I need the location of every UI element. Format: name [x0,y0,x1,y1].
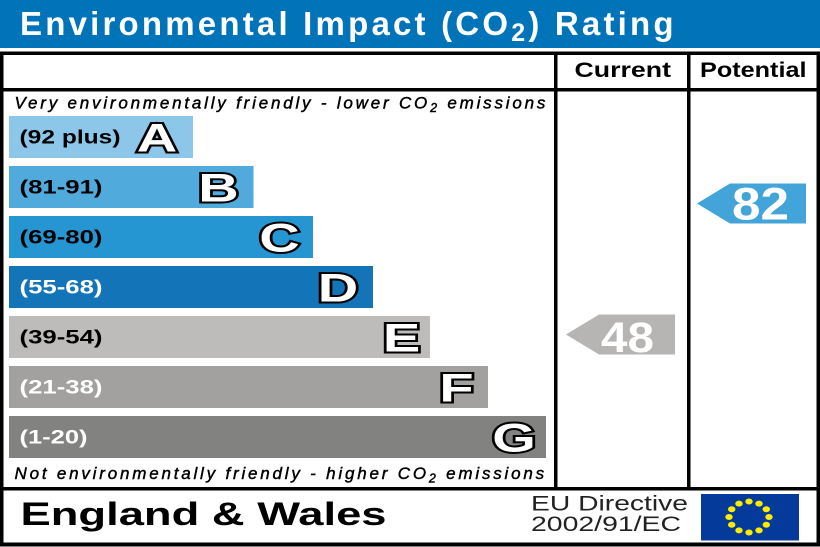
svg-text:(92 plus): (92 plus) [20,127,121,148]
svg-text:82: 82 [732,179,789,230]
svg-text:F: F [439,366,473,410]
svg-text:(1-20): (1-20) [20,427,88,448]
svg-text:A: A [137,116,177,160]
svg-text:C: C [259,216,299,260]
svg-text:48: 48 [601,314,654,362]
svg-text:D: D [318,266,358,310]
svg-text:B: B [198,166,238,210]
svg-text:Environmental Impact (CO2) Rat: Environmental Impact (CO2) Rating [20,5,677,47]
svg-text:Potential: Potential [700,59,807,82]
svg-text:G: G [492,416,536,460]
svg-text:England & Wales: England & Wales [21,496,387,532]
svg-text:(21-38): (21-38) [20,377,103,398]
svg-text:(81-91): (81-91) [20,177,103,198]
svg-text:Current: Current [575,59,672,82]
svg-text:2002/91/EC: 2002/91/EC [531,512,681,536]
svg-text:(39-54): (39-54) [20,327,103,348]
svg-text:(55-68): (55-68) [20,277,103,298]
svg-text:EU Directive: EU Directive [531,492,688,516]
svg-text:Very environmentally friendly: Very environmentally friendly - lower CO… [15,94,549,116]
svg-text:Not environmentally friendly -: Not environmentally friendly - higher CO… [15,464,547,486]
svg-text:E: E [383,316,420,360]
svg-text:(69-80): (69-80) [20,227,103,248]
